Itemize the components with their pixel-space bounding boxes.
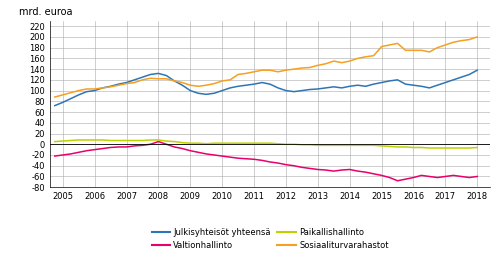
Legend: Julkisyhteisöt yhteensä, Valtionhallinto, Paikallishallinto, Sosiaaliturvarahast: Julkisyhteisöt yhteensä, Valtionhallinto… xyxy=(152,228,388,250)
Text: mrd. euroa: mrd. euroa xyxy=(19,8,72,17)
